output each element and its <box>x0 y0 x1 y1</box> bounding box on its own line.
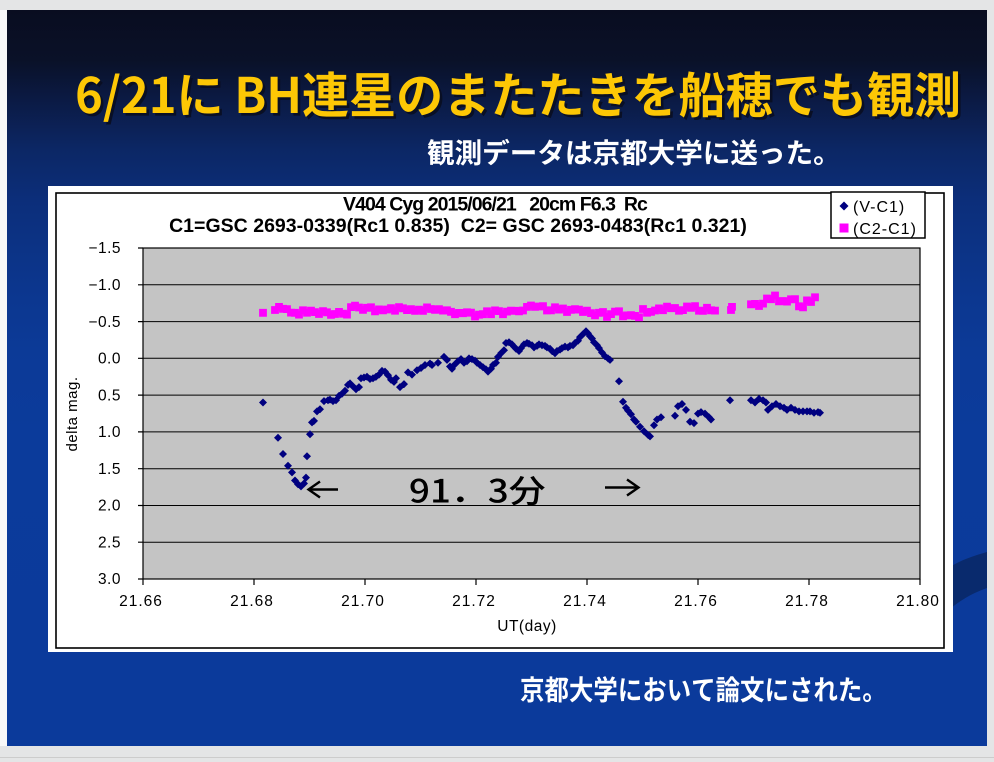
svg-text:3.0: 3.0 <box>98 571 121 588</box>
svg-text:(C2-C1): (C2-C1) <box>853 221 917 238</box>
svg-text:2.0: 2.0 <box>98 498 121 515</box>
svg-text:21.72: 21.72 <box>452 593 496 610</box>
svg-text:0.5: 0.5 <box>98 387 121 404</box>
svg-text:2.5: 2.5 <box>98 534 121 551</box>
svg-text:21.66: 21.66 <box>119 593 163 610</box>
svg-text:−1.0: −1.0 <box>88 277 121 294</box>
svg-text:−1.5: −1.5 <box>88 240 121 257</box>
svg-text:UT(day): UT(day) <box>497 618 556 635</box>
svg-text:1.5: 1.5 <box>98 461 121 478</box>
svg-text:1.0: 1.0 <box>98 424 121 441</box>
svg-text:0.0: 0.0 <box>98 351 121 368</box>
svg-text:21.76: 21.76 <box>674 593 718 610</box>
svg-text:C1=GSC 2693-0339(Rc1 0.835) C: C1=GSC 2693-0339(Rc1 0.835) C2= GSC 2693… <box>169 215 747 237</box>
svg-text:21.74: 21.74 <box>563 593 607 610</box>
svg-text:21.80: 21.80 <box>896 593 940 610</box>
svg-text:(V-C1): (V-C1) <box>853 199 905 216</box>
svg-text:21.70: 21.70 <box>341 593 385 610</box>
svg-text:21.78: 21.78 <box>785 593 829 610</box>
svg-text:21.68: 21.68 <box>230 593 274 610</box>
svg-text:V404 Cyg 2015/06/21 20cm F6.: V404 Cyg 2015/06/21 20cm F6.3 Rc <box>343 194 648 216</box>
svg-text:delta mag.: delta mag. <box>64 376 81 451</box>
svg-text:−0.5: −0.5 <box>88 314 121 331</box>
